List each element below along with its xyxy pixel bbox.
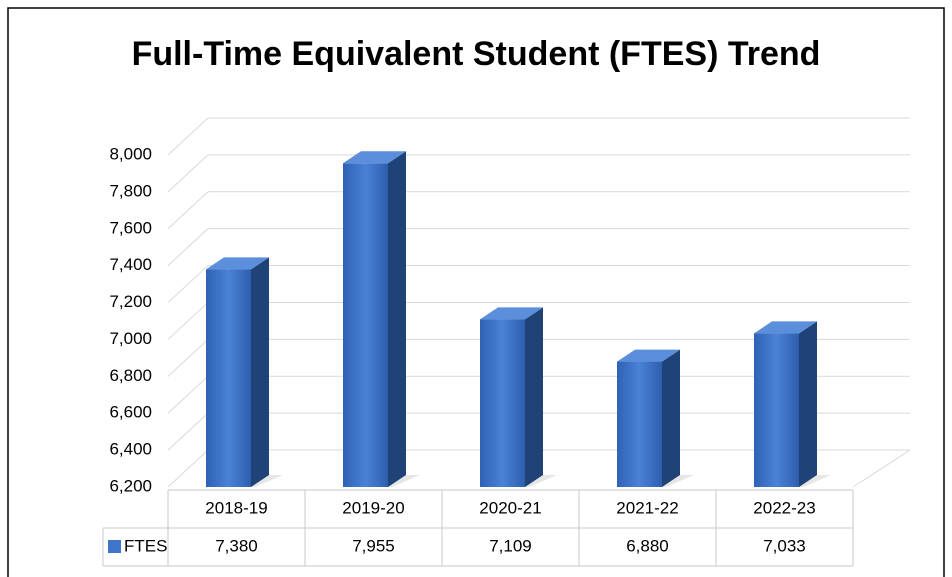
grid-line-side <box>167 375 209 414</box>
floor-edge <box>852 449 911 488</box>
y-tick-label: 6,200 <box>109 476 152 495</box>
x-tick-label: 2020-21 <box>479 498 541 517</box>
grid-line-side <box>167 191 209 230</box>
table-value: 7,109 <box>489 536 532 555</box>
bar-side <box>388 151 406 488</box>
legend-swatch <box>108 540 121 553</box>
y-tick-label: 8,000 <box>109 144 152 163</box>
y-tick-label: 7,000 <box>109 329 152 348</box>
grid-line-side <box>167 412 209 451</box>
bar <box>754 333 799 487</box>
grid-line-side <box>167 338 209 377</box>
y-tick-label: 6,600 <box>109 403 152 422</box>
bar-top <box>480 307 543 320</box>
table-value: 7,380 <box>215 536 258 555</box>
y-tick-label: 6,800 <box>109 366 152 385</box>
bar-top <box>617 349 680 362</box>
table-value: 7,033 <box>763 536 806 555</box>
x-tick-label: 2019-20 <box>342 498 404 517</box>
table-value: 6,880 <box>626 536 669 555</box>
table-value: 7,955 <box>352 536 395 555</box>
grid-line-side <box>167 449 209 488</box>
grid-line-side <box>167 154 209 193</box>
grid-line-side <box>167 117 209 156</box>
bar <box>343 163 388 488</box>
bar-top <box>206 257 269 270</box>
x-tick-label: 2021-22 <box>616 498 678 517</box>
y-tick-label: 6,400 <box>109 440 152 459</box>
grid-line-side <box>167 228 209 267</box>
bar <box>206 269 251 487</box>
x-tick-label: 2022-23 <box>753 498 815 517</box>
y-tick-label: 7,400 <box>109 255 152 274</box>
bar-side <box>251 257 269 487</box>
y-tick-label: 7,600 <box>109 218 152 237</box>
bar <box>480 319 525 487</box>
y-tick-label: 7,200 <box>109 292 152 311</box>
bar-top <box>754 321 817 334</box>
legend-label: FTES <box>124 536 167 555</box>
grid-line-side <box>167 265 209 303</box>
bar-side <box>662 349 680 487</box>
bar <box>617 361 662 487</box>
y-tick-label: 7,800 <box>109 181 152 200</box>
chart-title: Full-Time Equivalent Student (FTES) Tren… <box>132 35 821 73</box>
bar-top <box>343 151 406 164</box>
x-tick-label: 2018-19 <box>205 498 267 517</box>
bar-side <box>525 307 543 487</box>
bar-side <box>799 321 817 487</box>
grid-line-side <box>167 302 209 340</box>
